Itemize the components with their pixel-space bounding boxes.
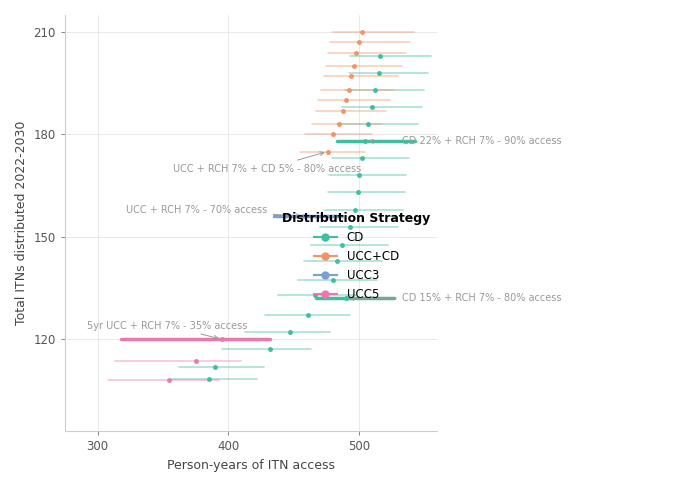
Text: CD 15% + RCH 7% - 80% access: CD 15% + RCH 7% - 80% access	[350, 293, 562, 303]
Text: CD 22% + RCH 7% - 90% access: CD 22% + RCH 7% - 90% access	[369, 136, 562, 146]
Y-axis label: Total ITNs distributed 2022-2030: Total ITNs distributed 2022-2030	[15, 121, 28, 325]
Legend: CD, UCC+CD, UCC3, UCC5: CD, UCC+CD, UCC3, UCC5	[277, 207, 435, 305]
Text: 5yr UCC + RCH 7% - 35% access: 5yr UCC + RCH 7% - 35% access	[87, 320, 247, 339]
Text: UCC + RCH 7% + CD 5% - 80% access: UCC + RCH 7% + CD 5% - 80% access	[173, 152, 362, 173]
X-axis label: Person-years of ITN access: Person-years of ITN access	[167, 459, 335, 472]
Text: UCC + RCH 7% - 70% access: UCC + RCH 7% - 70% access	[126, 205, 300, 218]
